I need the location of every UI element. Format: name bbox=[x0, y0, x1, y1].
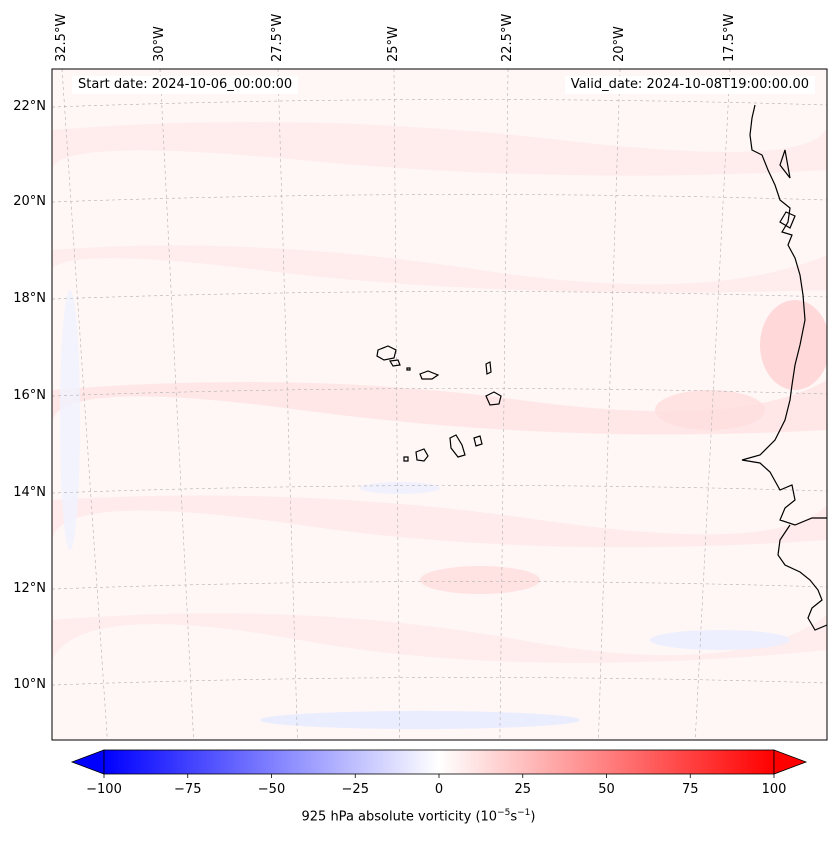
parallel-line bbox=[52, 388, 827, 397]
meridian-line bbox=[499, 69, 509, 740]
colorbar bbox=[70, 749, 808, 778]
island-boa-vista bbox=[485, 391, 502, 406]
parallel-line bbox=[52, 581, 827, 590]
colorbar-tick-label: 0 bbox=[434, 782, 444, 797]
longitude-label: 22.5°W bbox=[500, 13, 515, 62]
guinea-bissau-coastline bbox=[777, 524, 827, 631]
island-santa-luzia bbox=[406, 367, 411, 371]
parallel-line bbox=[52, 291, 827, 300]
coastlines bbox=[376, 104, 827, 631]
meridian-line bbox=[277, 69, 298, 740]
island-santo-antao bbox=[376, 345, 397, 361]
latitude-label: 22°N bbox=[13, 99, 46, 114]
meridian-line bbox=[61, 69, 108, 740]
latitude-label: 20°N bbox=[13, 194, 46, 209]
longitude-label: 30°W bbox=[152, 26, 167, 62]
latitude-label: 16°N bbox=[13, 388, 46, 403]
map-frame bbox=[51, 68, 828, 741]
latitude-label: 12°N bbox=[13, 581, 46, 596]
meridian-line bbox=[159, 69, 194, 740]
colorbar-tick-label: 50 bbox=[598, 782, 615, 797]
start-date-label: Start date: 2024-10-06_00:00:00 bbox=[72, 76, 299, 94]
colorbar-extend-low bbox=[70, 749, 105, 775]
valid-date-label: Valid_date: 2024-10-08T19:00:00.00 bbox=[564, 76, 815, 94]
colorbar-tick-label: −25 bbox=[341, 782, 369, 797]
island-santiago bbox=[449, 434, 466, 458]
west-africa-coastline bbox=[741, 104, 827, 526]
graticule bbox=[52, 69, 827, 740]
meridian-line bbox=[598, 69, 621, 740]
island-sal bbox=[485, 361, 492, 375]
latitude-label: 10°N bbox=[13, 677, 46, 692]
parallel-line bbox=[52, 194, 827, 203]
colorbar-tick-label: 25 bbox=[514, 782, 532, 797]
parallel-line bbox=[52, 99, 827, 108]
longitude-label: 25°W bbox=[386, 26, 401, 62]
colorbar-title: 925 hPa absolute vorticity (10−5s−1) bbox=[0, 808, 837, 824]
colorbar-title-suffix: ) bbox=[530, 809, 536, 825]
island-sao-vicente bbox=[389, 359, 401, 367]
meridian-line bbox=[393, 69, 400, 740]
colorbar-tick-label: 100 bbox=[761, 782, 787, 797]
colorbar-extend-high bbox=[773, 749, 808, 775]
colorbar-title-exp1: −5 bbox=[497, 808, 511, 818]
colorbar-tick-marks bbox=[103, 774, 775, 778]
meridian-line bbox=[694, 69, 731, 740]
colorbar-title-prefix: 925 hPa absolute vorticity (10 bbox=[301, 809, 498, 825]
island-fogo bbox=[415, 448, 429, 462]
parallel-line bbox=[52, 677, 827, 686]
colorbar-tick-label: −50 bbox=[257, 782, 286, 797]
longitude-label: 27.5°W bbox=[270, 13, 285, 62]
island-maio bbox=[473, 435, 483, 447]
longitude-label: 17.5°W bbox=[722, 13, 737, 62]
latitude-label: 14°N bbox=[13, 485, 46, 500]
parallel-line bbox=[52, 485, 827, 494]
colorbar-title-exp2: −1 bbox=[517, 808, 531, 818]
longitude-label: 20°W bbox=[612, 26, 627, 62]
island-sao-nicolau bbox=[419, 370, 440, 380]
island-brava bbox=[403, 456, 409, 462]
colorbar-gradient bbox=[103, 749, 775, 775]
colorbar-tick-label: −100 bbox=[86, 782, 122, 797]
latitude-label: 18°N bbox=[13, 291, 46, 306]
colorbar-title-mid: s bbox=[510, 809, 518, 825]
colorbar-tick-label: 75 bbox=[681, 782, 699, 797]
colorbar-tick-label: −75 bbox=[174, 782, 202, 797]
longitude-label: 32.5°W bbox=[54, 13, 69, 62]
